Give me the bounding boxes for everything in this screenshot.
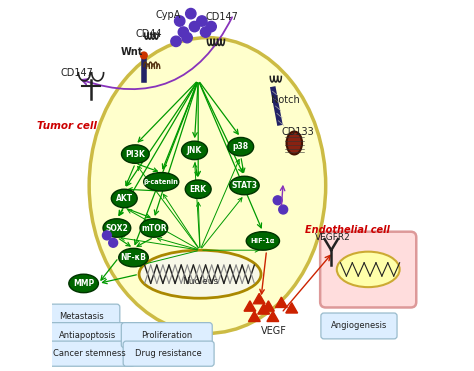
Text: Notch: Notch xyxy=(271,95,300,105)
Text: CD133: CD133 xyxy=(282,127,314,137)
Text: VEGF: VEGF xyxy=(261,326,287,336)
Circle shape xyxy=(171,36,181,46)
Polygon shape xyxy=(267,311,279,322)
Ellipse shape xyxy=(182,141,208,160)
Circle shape xyxy=(206,22,216,32)
Ellipse shape xyxy=(228,137,254,156)
FancyBboxPatch shape xyxy=(123,341,214,366)
Text: mTOR: mTOR xyxy=(141,223,167,233)
Ellipse shape xyxy=(144,173,179,191)
FancyBboxPatch shape xyxy=(44,341,135,366)
Polygon shape xyxy=(244,301,256,311)
Text: β-catenin: β-catenin xyxy=(144,179,179,185)
Text: CypA: CypA xyxy=(156,10,182,20)
Text: STAT3: STAT3 xyxy=(231,181,257,190)
Text: VEGFR2: VEGFR2 xyxy=(315,233,351,242)
Circle shape xyxy=(279,205,288,214)
Text: Tumor cell: Tumor cell xyxy=(37,121,97,131)
FancyBboxPatch shape xyxy=(42,323,133,348)
Polygon shape xyxy=(253,293,265,304)
FancyBboxPatch shape xyxy=(121,323,212,348)
Circle shape xyxy=(201,27,211,37)
Ellipse shape xyxy=(185,180,211,198)
Ellipse shape xyxy=(139,250,261,298)
Text: Angiogenesis: Angiogenesis xyxy=(331,321,387,331)
Text: ERK: ERK xyxy=(190,185,207,194)
Text: p38: p38 xyxy=(233,142,249,151)
Text: PI3K: PI3K xyxy=(126,150,145,158)
Ellipse shape xyxy=(140,219,168,237)
Ellipse shape xyxy=(89,37,326,334)
Ellipse shape xyxy=(286,132,302,154)
Circle shape xyxy=(197,16,207,26)
Text: MMP: MMP xyxy=(73,279,94,288)
Ellipse shape xyxy=(103,219,131,237)
Circle shape xyxy=(109,238,118,247)
Polygon shape xyxy=(263,301,274,311)
Text: Nucleus: Nucleus xyxy=(182,277,218,286)
Ellipse shape xyxy=(246,232,280,250)
Text: SOX2: SOX2 xyxy=(106,223,128,233)
Circle shape xyxy=(273,196,282,205)
Circle shape xyxy=(189,22,200,32)
Text: Proliferation: Proliferation xyxy=(141,331,192,340)
Ellipse shape xyxy=(118,248,148,267)
Polygon shape xyxy=(258,304,270,314)
Polygon shape xyxy=(286,303,298,313)
Circle shape xyxy=(178,27,189,37)
Circle shape xyxy=(102,231,111,240)
Text: Drug resistance: Drug resistance xyxy=(135,349,202,358)
Ellipse shape xyxy=(229,176,259,195)
FancyBboxPatch shape xyxy=(321,313,397,339)
Text: Metastasis: Metastasis xyxy=(59,312,104,321)
Polygon shape xyxy=(248,311,260,322)
Text: CD44: CD44 xyxy=(136,29,163,39)
FancyBboxPatch shape xyxy=(320,232,416,308)
Text: Wnt: Wnt xyxy=(120,47,143,58)
Text: Antiapoptosis: Antiapoptosis xyxy=(59,331,116,340)
FancyBboxPatch shape xyxy=(44,304,120,329)
Ellipse shape xyxy=(337,252,400,287)
Circle shape xyxy=(140,52,147,59)
Text: NF-κB: NF-κB xyxy=(120,253,146,262)
Polygon shape xyxy=(275,297,287,308)
Ellipse shape xyxy=(69,274,99,293)
Text: CD147: CD147 xyxy=(61,68,94,78)
Ellipse shape xyxy=(111,189,137,208)
Circle shape xyxy=(174,16,185,26)
Text: Endothelial cell: Endothelial cell xyxy=(305,225,390,235)
Ellipse shape xyxy=(121,145,149,163)
Text: Cancer stemness: Cancer stemness xyxy=(53,349,126,358)
Circle shape xyxy=(186,9,196,19)
Text: CD147: CD147 xyxy=(206,12,238,22)
Text: HIF-1α: HIF-1α xyxy=(251,238,275,244)
Circle shape xyxy=(182,33,192,43)
Text: JNK: JNK xyxy=(187,146,202,155)
Text: AKT: AKT xyxy=(116,194,133,203)
